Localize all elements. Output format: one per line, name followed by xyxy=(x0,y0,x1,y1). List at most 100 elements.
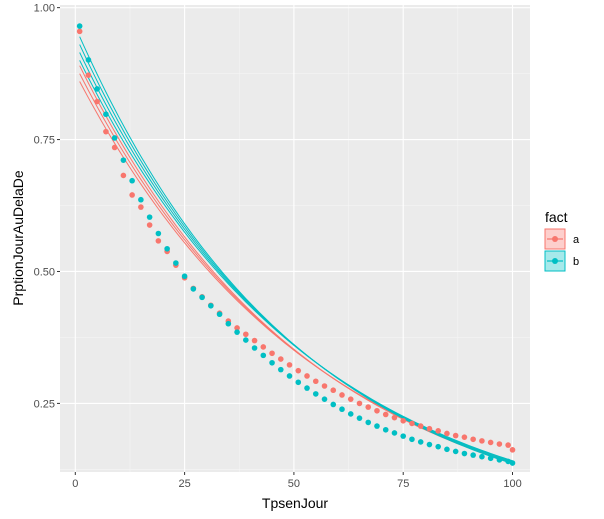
data-point-a xyxy=(505,442,511,448)
x-tick-label: 75 xyxy=(397,478,409,490)
data-point-b xyxy=(295,379,302,386)
data-point-a xyxy=(509,447,516,453)
data-point-a xyxy=(347,396,354,402)
data-point-a xyxy=(452,432,459,439)
data-point-a xyxy=(400,418,407,424)
data-point-b xyxy=(243,337,249,343)
data-point-b xyxy=(509,460,516,466)
data-point-a xyxy=(155,238,162,244)
data-point-a xyxy=(295,367,302,374)
x-tick-label: 100 xyxy=(503,478,521,490)
data-point-a xyxy=(269,350,275,357)
data-point-b xyxy=(94,86,100,92)
data-point-b xyxy=(173,260,179,266)
data-point-b xyxy=(400,433,407,439)
data-point-b xyxy=(426,441,433,448)
legend-key-a xyxy=(544,228,566,250)
data-point-a xyxy=(435,428,441,434)
data-point-b xyxy=(417,439,424,445)
data-point-a xyxy=(76,28,83,35)
data-point-a xyxy=(409,420,415,427)
data-point-a xyxy=(417,423,424,429)
fit-lines xyxy=(79,36,513,465)
data-point-b xyxy=(435,443,441,450)
data-point-a xyxy=(470,436,476,443)
data-point-b xyxy=(225,320,232,327)
data-point-b xyxy=(120,157,127,163)
data-point-a xyxy=(461,434,468,440)
data-point-b xyxy=(321,396,328,402)
data-point-b xyxy=(234,329,240,335)
y-axis-ticks: 0.25 0.50 0.75 1.00 xyxy=(34,3,60,410)
x-axis-title: TpsenJour xyxy=(262,495,328,511)
data-point-b xyxy=(199,294,205,301)
data-point-b xyxy=(496,457,503,463)
data-point-b xyxy=(181,273,188,280)
data-point-a xyxy=(444,430,450,437)
data-point-b xyxy=(391,430,398,436)
data-point-b xyxy=(452,448,459,455)
data-point-a xyxy=(286,362,293,368)
x-tick-label: 25 xyxy=(178,478,190,490)
data-point-b xyxy=(251,345,258,351)
legend: fact a b xyxy=(544,209,580,272)
data-point-a xyxy=(365,404,372,410)
data-point-a xyxy=(120,172,127,179)
data-point-a xyxy=(382,411,389,418)
data-point-a xyxy=(304,373,310,379)
data-point-b xyxy=(356,415,363,421)
data-point-a xyxy=(356,400,363,407)
data-point-a xyxy=(138,204,144,210)
data-point-a xyxy=(339,392,345,398)
data-point-b xyxy=(312,391,319,397)
data-point-a xyxy=(312,378,319,385)
data-point-b xyxy=(260,352,267,359)
data-point-b xyxy=(461,450,468,457)
y-tick-label: 0.75 xyxy=(34,135,55,147)
data-point-b xyxy=(164,245,170,252)
data-point-a xyxy=(487,439,494,446)
y-tick-label: 0.50 xyxy=(34,266,55,278)
data-point-a xyxy=(321,383,328,389)
legend-label-b: b xyxy=(573,256,579,268)
data-point-a xyxy=(103,128,109,135)
data-point-b xyxy=(76,23,83,29)
fit-line-b xyxy=(79,36,513,465)
data-point-a xyxy=(94,98,100,105)
data-point-b xyxy=(409,436,415,443)
data-point-b xyxy=(374,423,380,429)
y-tick-label: 1.00 xyxy=(34,3,55,15)
data-point-b xyxy=(190,286,197,292)
data-point-a xyxy=(496,441,503,447)
data-point-b xyxy=(479,453,485,460)
legend-key-a-point xyxy=(552,236,558,242)
y-axis-title: PrptionJourAuDelaDe xyxy=(10,170,26,306)
data-point-a xyxy=(146,222,153,228)
data-point-a xyxy=(251,337,258,344)
legend-key-b xyxy=(544,250,566,272)
x-tick-label: 50 xyxy=(288,478,300,490)
data-point-b xyxy=(269,359,275,366)
data-point-b xyxy=(277,366,284,373)
data-point-b xyxy=(138,196,144,203)
data-point-b xyxy=(444,446,450,453)
data-point-b xyxy=(365,419,372,426)
data-point-b xyxy=(487,455,494,462)
data-point-b xyxy=(155,230,162,237)
data-point-a xyxy=(479,438,485,444)
legend-label-a: a xyxy=(573,234,580,246)
data-point-a xyxy=(243,331,249,338)
data-point-b xyxy=(505,458,511,465)
data-point-b xyxy=(304,385,310,391)
data-point-a xyxy=(374,407,380,414)
data-point-a xyxy=(277,356,284,362)
data-point-a xyxy=(330,387,337,394)
x-axis-ticks: 0 25 50 75 100 xyxy=(72,472,522,490)
data-point-b xyxy=(470,452,476,458)
data-point-b xyxy=(111,135,118,141)
data-point-a xyxy=(391,414,398,421)
data-point-b xyxy=(216,311,223,318)
data-point-b xyxy=(347,411,354,417)
data-point-b xyxy=(129,177,135,184)
